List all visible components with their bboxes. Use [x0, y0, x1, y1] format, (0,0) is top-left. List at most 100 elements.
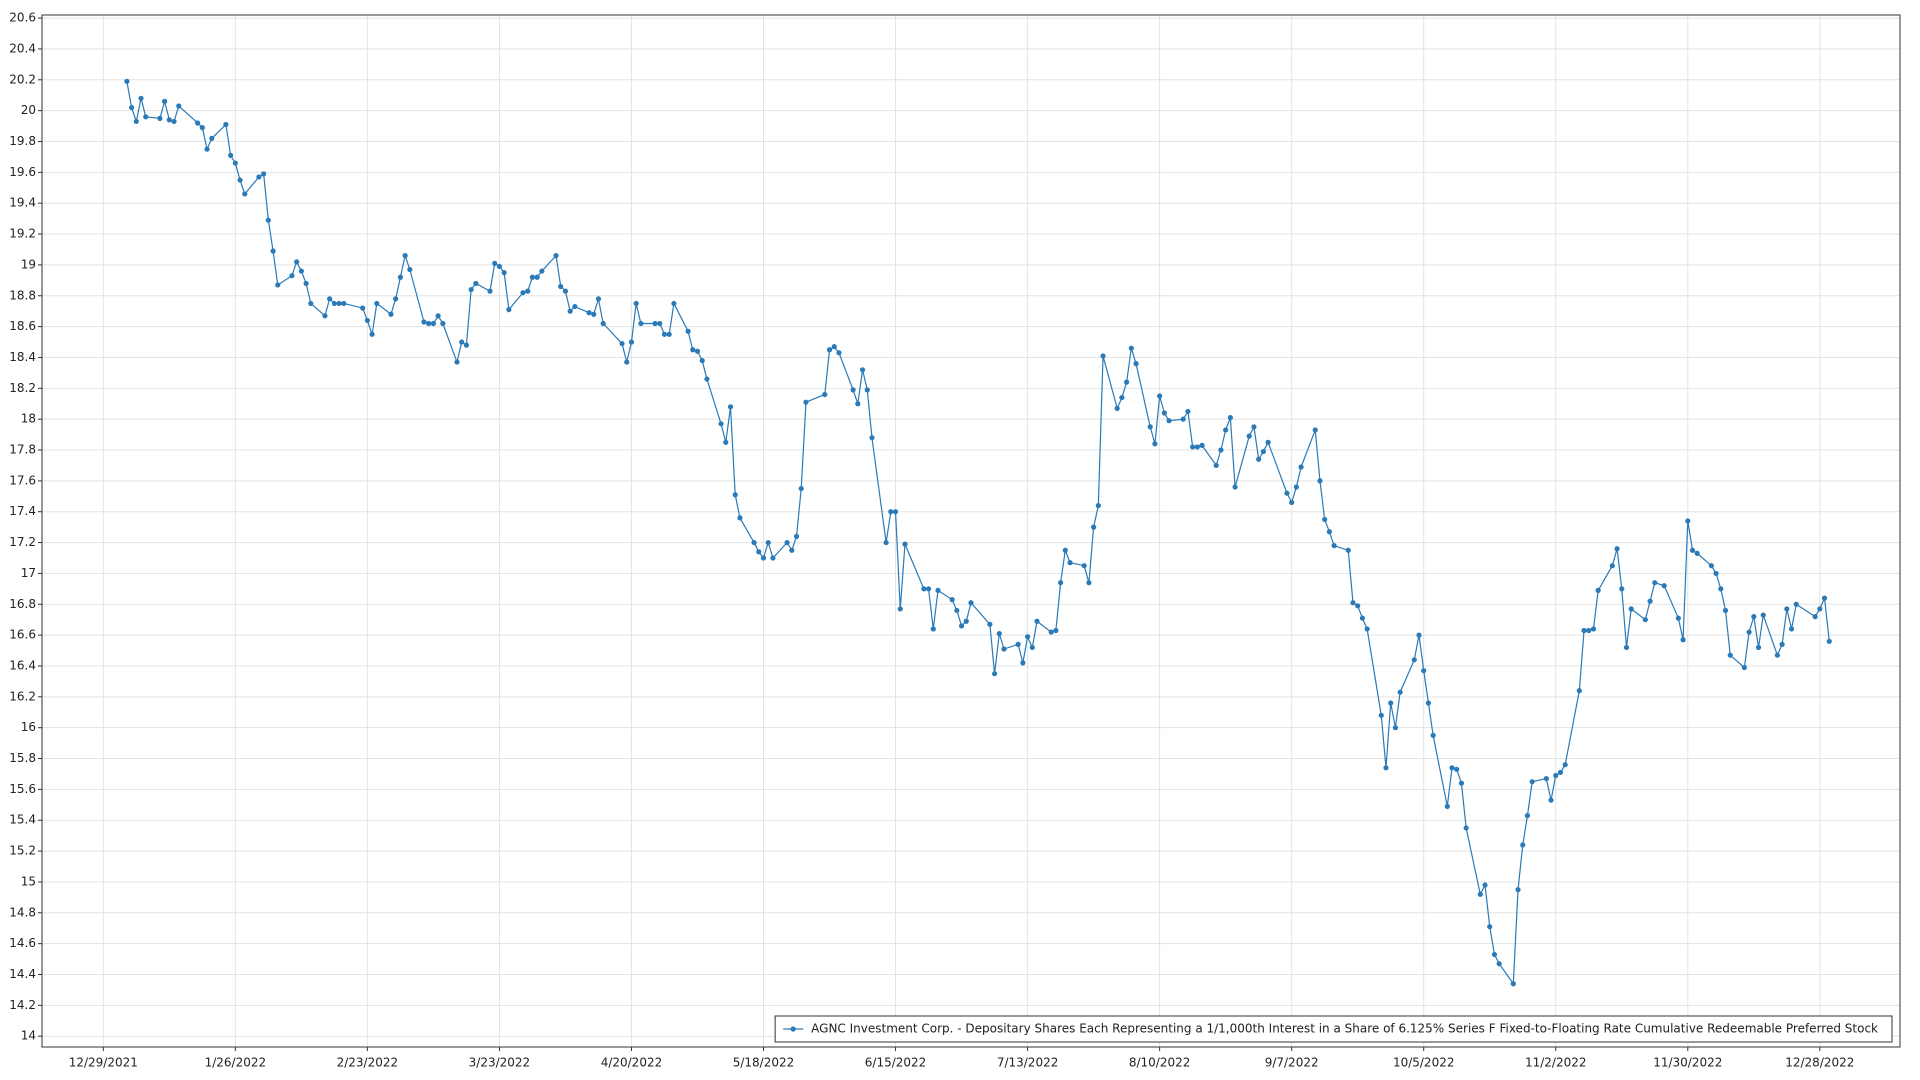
data-point	[223, 121, 229, 128]
data-point	[892, 509, 899, 515]
data-point	[1166, 418, 1172, 424]
data-point	[600, 320, 606, 327]
data-point	[1246, 433, 1252, 439]
data-point	[1284, 490, 1290, 496]
data-point	[1114, 405, 1120, 411]
y-tick-label: 16.6	[9, 628, 36, 642]
data-point	[1619, 586, 1625, 592]
data-point	[1661, 583, 1667, 589]
data-point	[133, 118, 139, 125]
data-point	[1496, 961, 1502, 967]
data-point	[204, 146, 210, 152]
data-point	[553, 253, 559, 259]
data-point	[369, 331, 375, 337]
data-point	[138, 95, 144, 101]
data-point	[289, 273, 295, 279]
data-point	[987, 621, 993, 627]
data-point	[949, 597, 955, 603]
data-point	[1524, 813, 1531, 819]
data-point	[1576, 688, 1582, 694]
data-point	[322, 313, 328, 319]
data-point	[1091, 524, 1097, 530]
y-tick-label: 19.6	[9, 165, 36, 179]
y-tick-label: 15.4	[9, 813, 36, 827]
data-point	[751, 539, 757, 546]
y-tick-label: 19.8	[9, 134, 36, 148]
data-point	[261, 171, 267, 177]
data-point	[1482, 882, 1488, 888]
data-point	[1411, 657, 1417, 663]
data-point	[1048, 629, 1054, 635]
data-point	[506, 307, 512, 313]
x-tick-label: 8/10/2022	[1129, 1056, 1191, 1070]
data-point	[1001, 646, 1007, 652]
data-point	[1548, 797, 1554, 803]
data-point	[1100, 353, 1106, 359]
x-tick-label: 2/23/2022	[337, 1056, 399, 1070]
data-point	[331, 300, 337, 307]
data-point	[275, 282, 281, 288]
data-point	[364, 317, 370, 324]
data-point	[1826, 638, 1832, 644]
data-point	[1590, 626, 1597, 632]
y-tick-label: 18	[21, 412, 36, 426]
data-point	[1774, 652, 1780, 658]
data-point	[360, 305, 366, 311]
data-point	[784, 539, 790, 546]
data-point	[1223, 427, 1229, 433]
data-point	[1614, 546, 1620, 552]
data-point	[633, 300, 639, 307]
y-tick-label: 20.6	[9, 11, 36, 25]
data-point	[195, 120, 201, 126]
data-point	[171, 118, 177, 125]
data-point	[496, 263, 503, 270]
data-point	[831, 344, 837, 350]
x-tick-label: 1/26/2022	[205, 1056, 267, 1070]
data-point	[1449, 765, 1455, 771]
data-point	[798, 485, 804, 492]
data-point	[619, 340, 625, 347]
data-point	[888, 509, 894, 515]
data-point	[336, 300, 342, 307]
data-point	[690, 347, 696, 353]
data-point	[1784, 606, 1790, 612]
data-point	[1260, 448, 1266, 455]
data-point	[1812, 614, 1818, 620]
data-point	[1520, 842, 1526, 848]
data-point	[562, 288, 569, 294]
data-point	[1675, 615, 1681, 621]
y-tick-label: 17.8	[9, 443, 36, 457]
data-point	[1359, 615, 1366, 621]
y-tick-label: 18.4	[9, 350, 36, 364]
data-point	[1425, 700, 1432, 706]
data-point	[501, 270, 507, 276]
data-point	[1454, 766, 1460, 772]
data-point	[638, 320, 644, 327]
data-point	[1256, 456, 1262, 462]
x-tick-label: 7/13/2022	[997, 1056, 1059, 1070]
data-point	[1161, 410, 1167, 416]
data-point	[1293, 484, 1299, 490]
data-point	[704, 376, 710, 382]
data-point	[1416, 632, 1422, 638]
data-point	[1190, 444, 1196, 450]
data-point	[732, 492, 738, 498]
y-tick-label: 17.2	[9, 535, 36, 549]
data-point	[176, 103, 182, 109]
data-point	[1463, 825, 1469, 831]
x-tick-label: 11/30/2022	[1653, 1056, 1722, 1070]
data-point	[1694, 550, 1700, 556]
data-point	[1647, 598, 1653, 604]
data-point	[298, 268, 304, 274]
data-point	[803, 399, 809, 405]
data-point	[128, 104, 135, 111]
y-tick-label: 18.2	[9, 381, 36, 395]
data-point	[1553, 772, 1559, 779]
data-point	[836, 350, 842, 356]
data-point	[143, 114, 149, 120]
x-tick-label: 3/23/2022	[469, 1056, 531, 1070]
data-point	[869, 435, 875, 441]
data-point	[1557, 769, 1564, 776]
y-tick-label: 19	[21, 257, 36, 271]
data-point	[402, 253, 408, 259]
